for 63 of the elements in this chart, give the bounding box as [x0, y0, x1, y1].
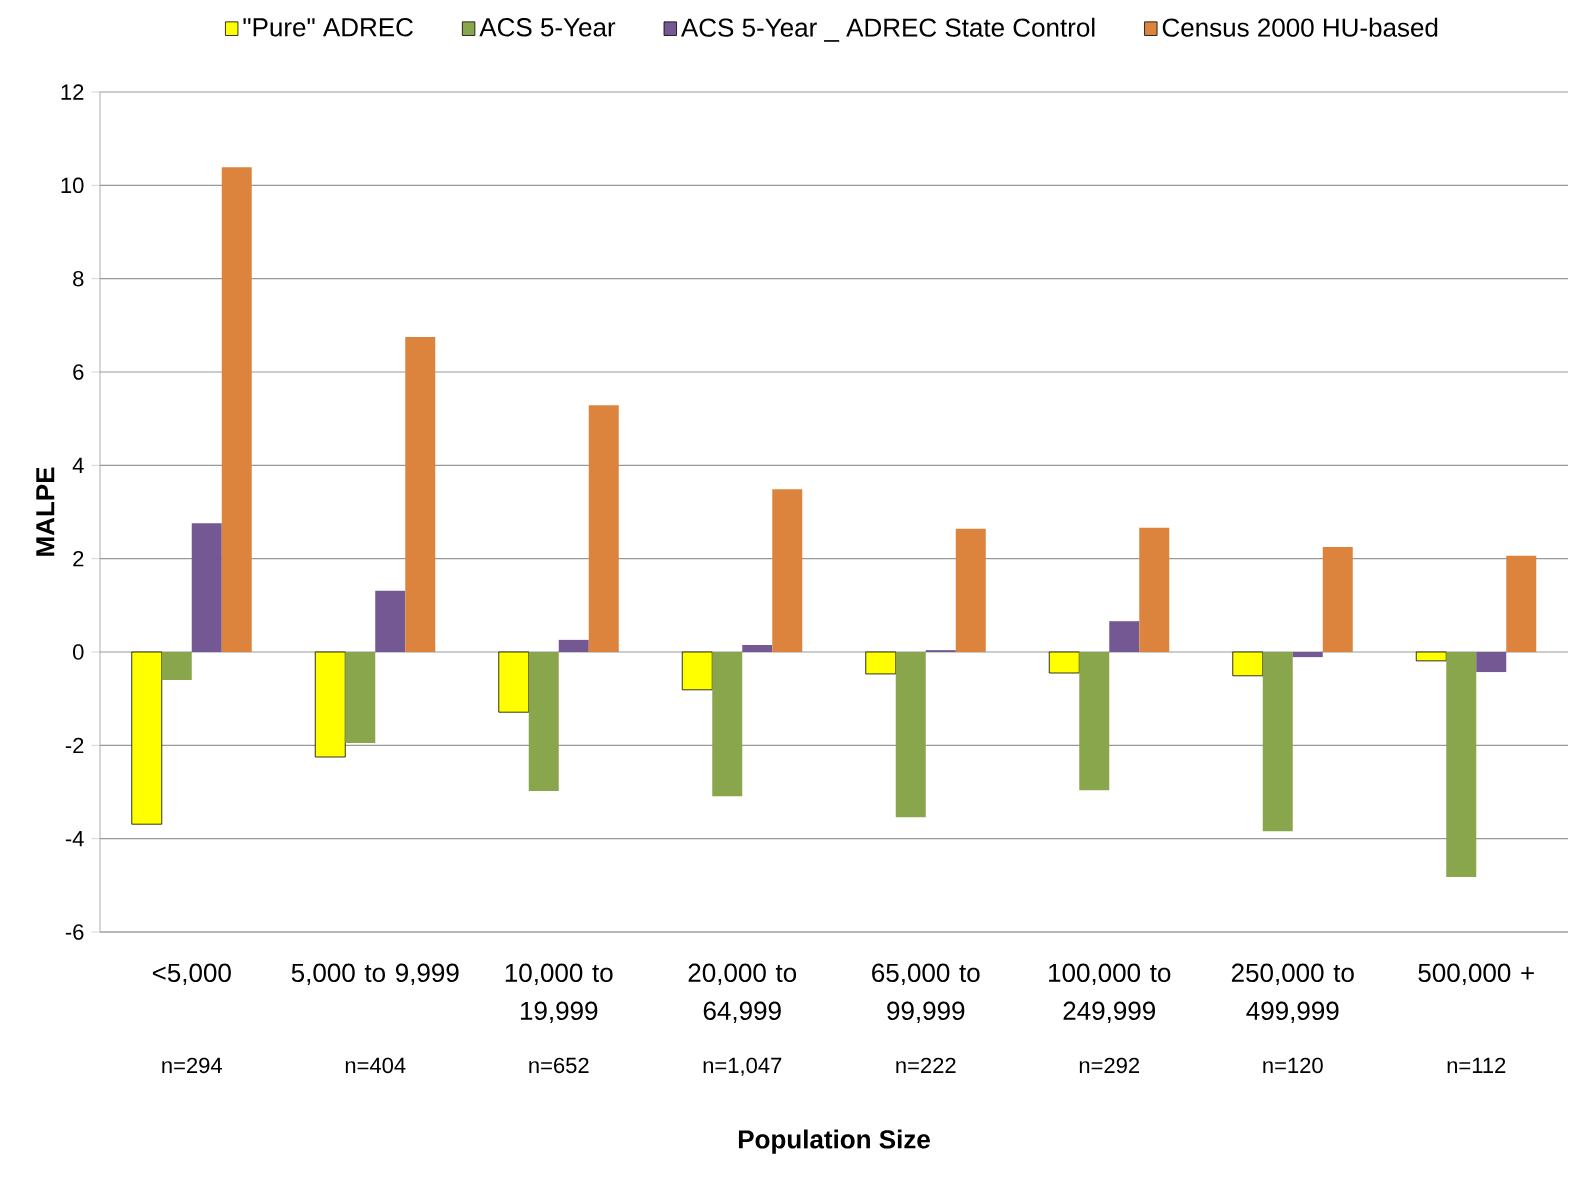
y-tick-label: 0 [73, 644, 84, 660]
bar [1506, 555, 1537, 652]
bar [1232, 651, 1264, 677]
x-tick-label: 100,000 to 249,999 [1049, 963, 1171, 1024]
bar [375, 590, 406, 652]
bar [588, 405, 619, 652]
bar [865, 651, 897, 675]
bar [895, 652, 926, 818]
y-tick-label: -2 [65, 737, 84, 754]
bar [221, 167, 252, 652]
legend-label: ACS 5-Year [479, 18, 616, 37]
bar [528, 652, 559, 792]
x-tick-label: 10,000 to 19,999 [505, 963, 613, 1024]
bar [1292, 652, 1323, 658]
y-axis-title: MALPE [36, 467, 55, 556]
legend-label: Census 2000 HU-based [1162, 17, 1438, 37]
text: n=222 [896, 1057, 956, 1073]
x-tick-label: <5,000 [152, 963, 231, 986]
bar [498, 651, 530, 713]
y-tick-label: 2 [73, 551, 84, 567]
x-tick-label: 65,000 to 99,999 [872, 963, 980, 1024]
bar [955, 528, 986, 652]
x-tick-label: 500,000 + [1418, 963, 1534, 986]
bar [131, 651, 163, 825]
legend-label: "Pure" ADREC [243, 18, 413, 37]
text: n=404 [345, 1057, 406, 1074]
bar [1476, 652, 1507, 673]
y-tick-label: 4 [72, 457, 84, 473]
x-tick-label: 5,000 to 9,999 [291, 963, 459, 986]
bar [772, 489, 803, 652]
bar [1415, 651, 1447, 662]
bar [712, 652, 743, 797]
bar [1109, 621, 1140, 652]
y-tick-label: -6 [65, 924, 84, 940]
x-axis-title: Population Size [738, 1129, 930, 1154]
bar [1322, 546, 1353, 652]
y-tick-label: 6 [73, 364, 84, 380]
y-tick-label: -4 [65, 831, 84, 847]
y-tick-label: 10 [61, 177, 84, 194]
text: n=120 [1263, 1057, 1323, 1074]
bar [558, 639, 589, 652]
text: n=294 [162, 1057, 222, 1074]
legend-label: ACS 5-Year _ ADREC State Control [680, 17, 1095, 42]
bar [1139, 527, 1170, 652]
bar [1262, 652, 1293, 832]
y-tick-label: 12 [61, 84, 84, 100]
bar [681, 651, 713, 691]
bar [191, 523, 222, 652]
text: n=652 [529, 1057, 589, 1074]
bar [1079, 652, 1110, 791]
bar [314, 651, 346, 758]
bar [345, 652, 376, 743]
text: n=112 [1447, 1057, 1506, 1073]
bar [405, 337, 436, 652]
bar [742, 645, 773, 652]
text: n=1,047 [703, 1057, 782, 1076]
bar [1048, 651, 1080, 674]
x-tick-label: 20,000 to 64,999 [688, 963, 797, 1024]
bar [161, 652, 192, 680]
text: n=292 [1079, 1057, 1140, 1074]
y-tick-label: 8 [73, 270, 84, 287]
x-tick-label: 250,000 to 499,999 [1231, 963, 1354, 1024]
bar [1446, 652, 1477, 877]
